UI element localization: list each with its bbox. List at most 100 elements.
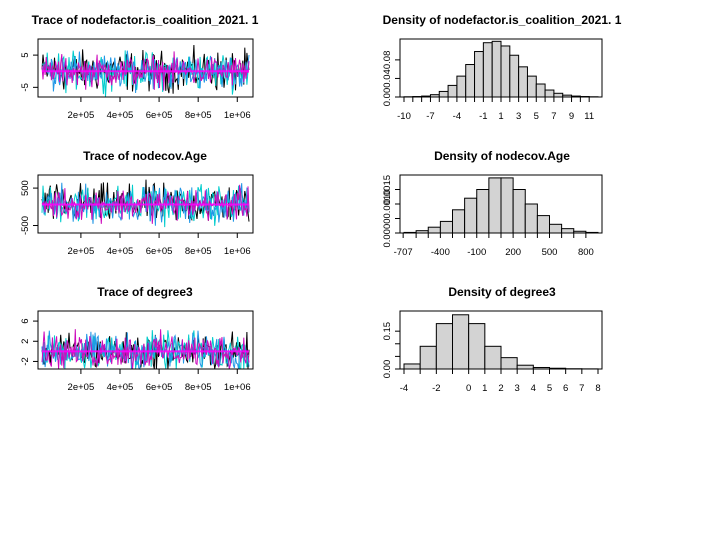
plot2-x-tick-label: -7 bbox=[426, 111, 434, 122]
plot4-title: Density of nodecov.Age bbox=[434, 149, 570, 163]
plot1-x-tick-label: 8e+05 bbox=[185, 110, 212, 121]
plot3-trace-series-1 bbox=[41, 179, 250, 222]
plot1-x-tick-label: 6e+05 bbox=[146, 110, 173, 121]
plot2-x-tick-label: 11 bbox=[584, 111, 594, 122]
plot2-bar bbox=[509, 54, 520, 98]
plot6-title: Density of degree3 bbox=[448, 285, 556, 299]
plot4-x-tick-label: 500 bbox=[542, 247, 558, 258]
plot6-x-tick-label: 2 bbox=[498, 383, 503, 394]
plot6-bar bbox=[419, 345, 437, 370]
plot4-bar bbox=[488, 177, 502, 234]
plot1-x-tick-label: 4e+05 bbox=[107, 110, 134, 121]
plot6-x-tick-label: -4 bbox=[400, 383, 408, 394]
plot4-x-tick-label: -400 bbox=[431, 247, 450, 258]
plot2-x-tick-label: -1 bbox=[479, 111, 487, 122]
plot4-y-tick-label: 0.0000 bbox=[382, 218, 393, 247]
plot2-x-tick-label: 1 bbox=[498, 111, 503, 122]
plot3-y-tick-label: -500 bbox=[20, 216, 31, 235]
plot5-x-tick-label: 8e+05 bbox=[185, 382, 212, 393]
plot2-bar bbox=[447, 84, 458, 98]
plot5-x-tick-label: 2e+05 bbox=[68, 382, 95, 393]
plot4-bar bbox=[500, 177, 514, 234]
plot2-y-tick-label: 0.04 bbox=[382, 69, 393, 88]
plot2-bar bbox=[526, 75, 537, 98]
plot5-x-tick-label: 1e+06 bbox=[224, 382, 251, 393]
plot1-y-tick-label: -5 bbox=[20, 83, 31, 91]
plot4-x-tick-label: 800 bbox=[578, 247, 594, 258]
plot2-x-tick-label: 3 bbox=[516, 111, 521, 122]
plot2-bar bbox=[456, 75, 467, 98]
plot1-y-tick-label: 5 bbox=[20, 52, 31, 57]
plot6-bar bbox=[435, 323, 454, 370]
plot3-x-tick-label: 6e+05 bbox=[146, 246, 173, 257]
plot2-bar bbox=[518, 66, 528, 98]
plot4-bar bbox=[476, 189, 490, 234]
plot4-bar bbox=[549, 223, 563, 234]
plot2-y-tick-label: 0.08 bbox=[382, 51, 393, 70]
plot5-x-tick-label: 4e+05 bbox=[107, 382, 134, 393]
plot2-x-tick-label: 9 bbox=[569, 111, 574, 122]
plot6-y-tick-label: 0.15 bbox=[382, 322, 393, 341]
plot4-x-tick-label: 200 bbox=[505, 247, 521, 258]
plot2-bar bbox=[535, 83, 546, 98]
plot3-trace-series-4 bbox=[41, 184, 250, 224]
plot4-bar bbox=[561, 228, 575, 234]
plot2-y-tick-label: 0.00 bbox=[382, 88, 393, 107]
plot5-y-tick-label: 2 bbox=[20, 339, 31, 344]
plot6-bar bbox=[484, 345, 502, 370]
plot6-x-tick-label: 5 bbox=[547, 383, 552, 394]
plot1-title: Trace of nodefactor.is_coalition_2021. 1 bbox=[32, 13, 259, 27]
plot3-x-tick-label: 2e+05 bbox=[68, 246, 95, 257]
plot1-plot-frame bbox=[37, 38, 254, 98]
plot6-x-tick-label: 7 bbox=[579, 383, 584, 394]
plot5-y-tick-label: -2 bbox=[20, 357, 31, 365]
plot6-x-tick-label: 4 bbox=[531, 383, 536, 394]
plot6-x-tick-label: 6 bbox=[563, 383, 568, 394]
plot6-x-tick-label: -2 bbox=[432, 383, 440, 394]
plot2-title: Density of nodefactor.is_coalition_2021.… bbox=[383, 13, 622, 27]
plot3-plot-frame bbox=[37, 174, 254, 234]
plot2-plot-frame bbox=[399, 38, 603, 98]
plot6-x-tick-label: 0 bbox=[466, 383, 471, 394]
plot6-plot-frame bbox=[399, 310, 603, 370]
plot3-x-tick-label: 8e+05 bbox=[185, 246, 212, 257]
plot4-bar bbox=[536, 215, 550, 234]
plot2-x-tick-label: -10 bbox=[397, 111, 411, 122]
plot2-x-tick-label: 5 bbox=[534, 111, 539, 122]
plot2-bar bbox=[438, 90, 449, 98]
plot6-bar bbox=[468, 323, 486, 370]
plot6-x-tick-label: 8 bbox=[595, 383, 600, 394]
plot2-bar bbox=[491, 40, 502, 98]
plot2-bar bbox=[474, 51, 484, 98]
plot5-trace-series-4 bbox=[41, 329, 250, 370]
plot4-bar bbox=[464, 197, 478, 234]
plot4-x-tick-label: -100 bbox=[467, 247, 486, 258]
plot6-bar bbox=[452, 314, 470, 370]
plot4-y-tick-label: 0.0010 bbox=[382, 189, 393, 218]
plot6-bar bbox=[403, 363, 421, 370]
plot6-x-tick-label: 1 bbox=[482, 383, 487, 394]
plot4-bar bbox=[427, 226, 441, 234]
plot2-bar bbox=[500, 45, 511, 98]
plot6-y-tick-label: 0.00 bbox=[382, 360, 393, 379]
plot5-x-tick-label: 6e+05 bbox=[146, 382, 173, 393]
plot1-x-tick-label: 2e+05 bbox=[68, 110, 95, 121]
plot3-x-tick-label: 1e+06 bbox=[224, 246, 251, 257]
plot6-bar bbox=[516, 364, 534, 370]
plot2-x-tick-label: -4 bbox=[453, 111, 461, 122]
plot4-bar bbox=[439, 220, 453, 234]
plot1-x-tick-label: 1e+06 bbox=[224, 110, 251, 121]
plot2-bar bbox=[465, 64, 476, 98]
plot2-bar bbox=[482, 42, 493, 98]
plot3-x-tick-label: 4e+05 bbox=[107, 246, 134, 257]
plot5-title: Trace of degree3 bbox=[97, 285, 193, 299]
plot2-bar bbox=[544, 89, 555, 98]
plot3-y-tick-label: 500 bbox=[20, 180, 31, 196]
plot4-bar bbox=[452, 209, 466, 234]
plot5-plot-frame bbox=[37, 310, 254, 370]
plot4-x-tick-label: -707 bbox=[394, 247, 413, 258]
plot1-trace-series-4 bbox=[41, 51, 250, 91]
plot6-x-tick-label: 3 bbox=[515, 383, 520, 394]
plot6-bar bbox=[500, 357, 518, 370]
